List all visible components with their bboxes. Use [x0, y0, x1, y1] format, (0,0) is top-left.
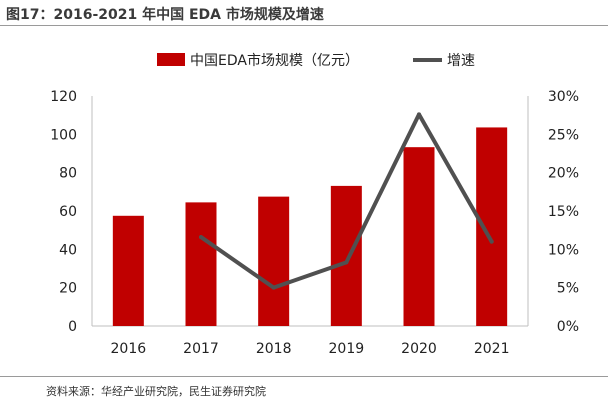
figure-title: 图17：2016-2021 年中国 EDA 市场规模及增速: [6, 7, 324, 23]
x-tick-label: 2021: [474, 341, 510, 357]
bar: [258, 196, 290, 326]
y-right-tick-label: 30%: [548, 89, 579, 105]
growth-point: [344, 260, 349, 265]
source-note: 资料来源：华经产业研究院，民生证券研究院: [46, 385, 266, 398]
y-left-tick-label: 0: [68, 319, 77, 335]
legend-swatch-bar: [157, 53, 185, 66]
y-left-tick-label: 20: [59, 281, 77, 297]
bar: [403, 147, 435, 326]
growth-point: [199, 235, 203, 240]
legend-label-line: 增速: [447, 53, 475, 69]
y-left-tick-label: 100: [50, 127, 77, 143]
y-right-tick-label: 10%: [548, 242, 579, 258]
x-tick-label: 2018: [256, 341, 292, 357]
title-divider: [0, 25, 608, 26]
y-right-tick-label: 15%: [548, 204, 579, 220]
y-right-tick-label: 0%: [557, 319, 579, 335]
x-tick-label: 2016: [111, 341, 147, 357]
y-right-tick-label: 20%: [548, 166, 579, 182]
growth-point: [271, 285, 276, 290]
footer-divider: [0, 376, 608, 377]
axes: [91, 96, 529, 327]
bar: [112, 215, 144, 326]
growth-point: [489, 239, 494, 244]
x-tick-label: 2020: [401, 341, 437, 357]
y-left-tick-label: 120: [50, 89, 77, 105]
legend: 中国EDA市场规模（亿元） 增速: [157, 52, 475, 69]
bar: [185, 202, 217, 326]
growth-point: [417, 112, 421, 117]
y-left-tick-label: 80: [59, 166, 77, 182]
chart: 中国EDA市场规模（亿元） 增速 0 20 40 60 80 100 120 0% 5% 10% 1…: [50, 52, 579, 357]
growth-line-series: [199, 112, 494, 290]
tick-labels: 0 20 40 60 80 100 120 0% 5% 10% 15% 20% 25% 30% 2016 20…: [50, 89, 579, 357]
x-tick-label: 2019: [329, 341, 365, 357]
bar: [476, 127, 508, 326]
y-left-tick-label: 60: [59, 204, 77, 220]
legend-label-bar: 中国EDA市场规模（亿元）: [190, 52, 359, 69]
y-right-tick-label: 25%: [548, 127, 579, 143]
bar-series: [112, 127, 508, 326]
y-left-tick-label: 40: [59, 242, 77, 258]
x-tick-label: 2017: [183, 341, 219, 357]
bar: [330, 185, 362, 326]
y-right-tick-label: 5%: [557, 281, 579, 297]
